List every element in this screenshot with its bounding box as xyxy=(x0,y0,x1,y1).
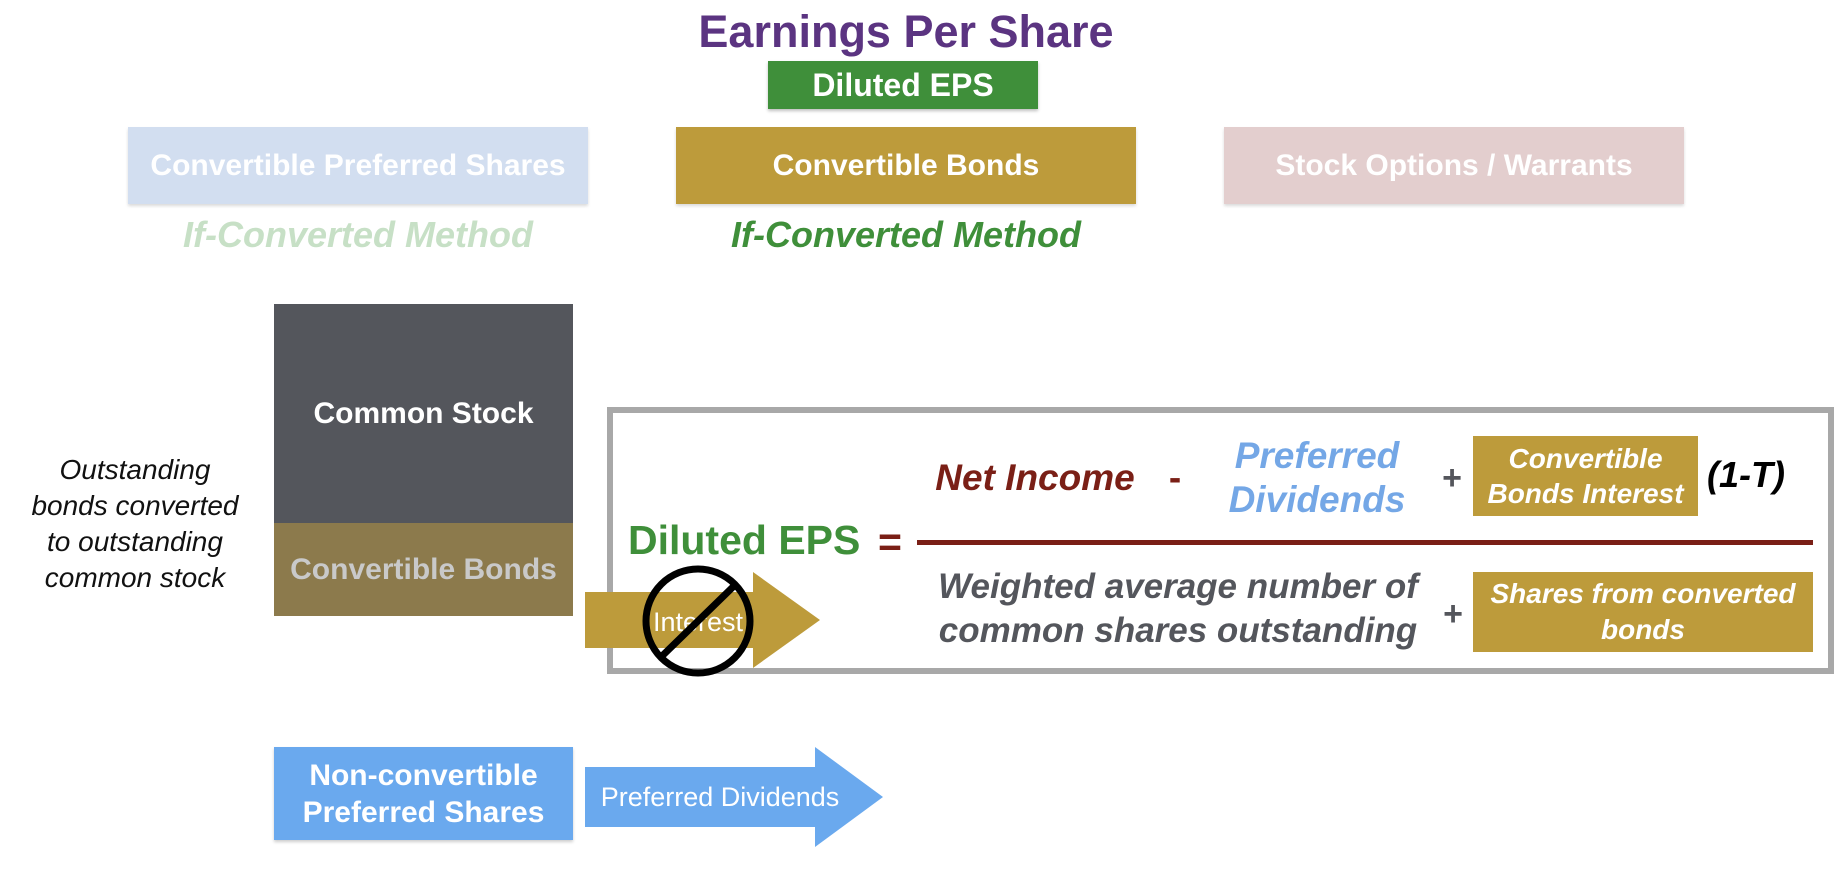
preferred-dividends-arrow xyxy=(585,747,883,847)
category-convertible-preferred-shares: Convertible Preferred Shares xyxy=(128,127,588,204)
preferred-dividends-label: Preferred Dividends xyxy=(600,781,840,812)
minus-sign: - xyxy=(1168,457,1182,498)
cbi-line2: Bonds Interest xyxy=(1487,478,1684,509)
convertible-bonds-block: Convertible Bonds xyxy=(274,523,573,616)
plus-sign-numerator: + xyxy=(1442,458,1462,497)
diluted-eps-badge: Diluted EPS xyxy=(768,61,1038,109)
preferred-dividends-line2: Dividends xyxy=(1228,479,1406,520)
bonds-method-label: If-Converted Method xyxy=(731,214,1081,255)
shares-from-converted-bonds-box: Shares from converted bonds xyxy=(1473,572,1813,652)
net-income-term: Net Income xyxy=(935,457,1135,498)
diluted-eps-formula-label: Diluted EPS xyxy=(628,517,861,563)
category-convertible-bonds: Convertible Bonds xyxy=(676,127,1136,204)
cbi-line1: Convertible xyxy=(1508,443,1663,474)
common-stock-block: Common Stock xyxy=(274,304,573,523)
plus-sign-denominator: + xyxy=(1443,594,1463,633)
convertible-bonds-interest-box: Convertible Bonds Interest xyxy=(1473,436,1698,516)
formula-box xyxy=(607,407,1834,674)
wavg-line1: Weighted average number of xyxy=(938,567,1418,606)
weighted-average-shares-term: Weighted average number of common shares… xyxy=(918,564,1438,654)
ncps-line1: Non-convertible xyxy=(309,758,538,792)
non-convertible-preferred-shares-block: Non-convertible Preferred Shares xyxy=(274,747,573,840)
sfcb-line1: Shares from converted xyxy=(1490,578,1796,609)
preferred-method-label: If-Converted Method xyxy=(183,214,533,255)
equals-sign: = xyxy=(878,518,902,565)
tax-factor: (1-T) xyxy=(1707,454,1785,495)
fraction-line xyxy=(917,540,1813,545)
category-stock-options-warrants: Stock Options / Warrants xyxy=(1224,127,1684,204)
sfcb-line2: bonds xyxy=(1601,614,1685,645)
preferred-dividends-term: Preferred Dividends xyxy=(1212,433,1422,523)
page-title: Earnings Per Share xyxy=(698,6,1114,57)
preferred-dividends-line1: Preferred xyxy=(1234,435,1400,476)
conversion-note: Outstanding bonds converted to outstandi… xyxy=(31,454,239,593)
wavg-line2: common shares outstanding xyxy=(938,611,1418,650)
prohibited-icon xyxy=(642,565,754,677)
ncps-line2: Preferred Shares xyxy=(302,795,545,829)
